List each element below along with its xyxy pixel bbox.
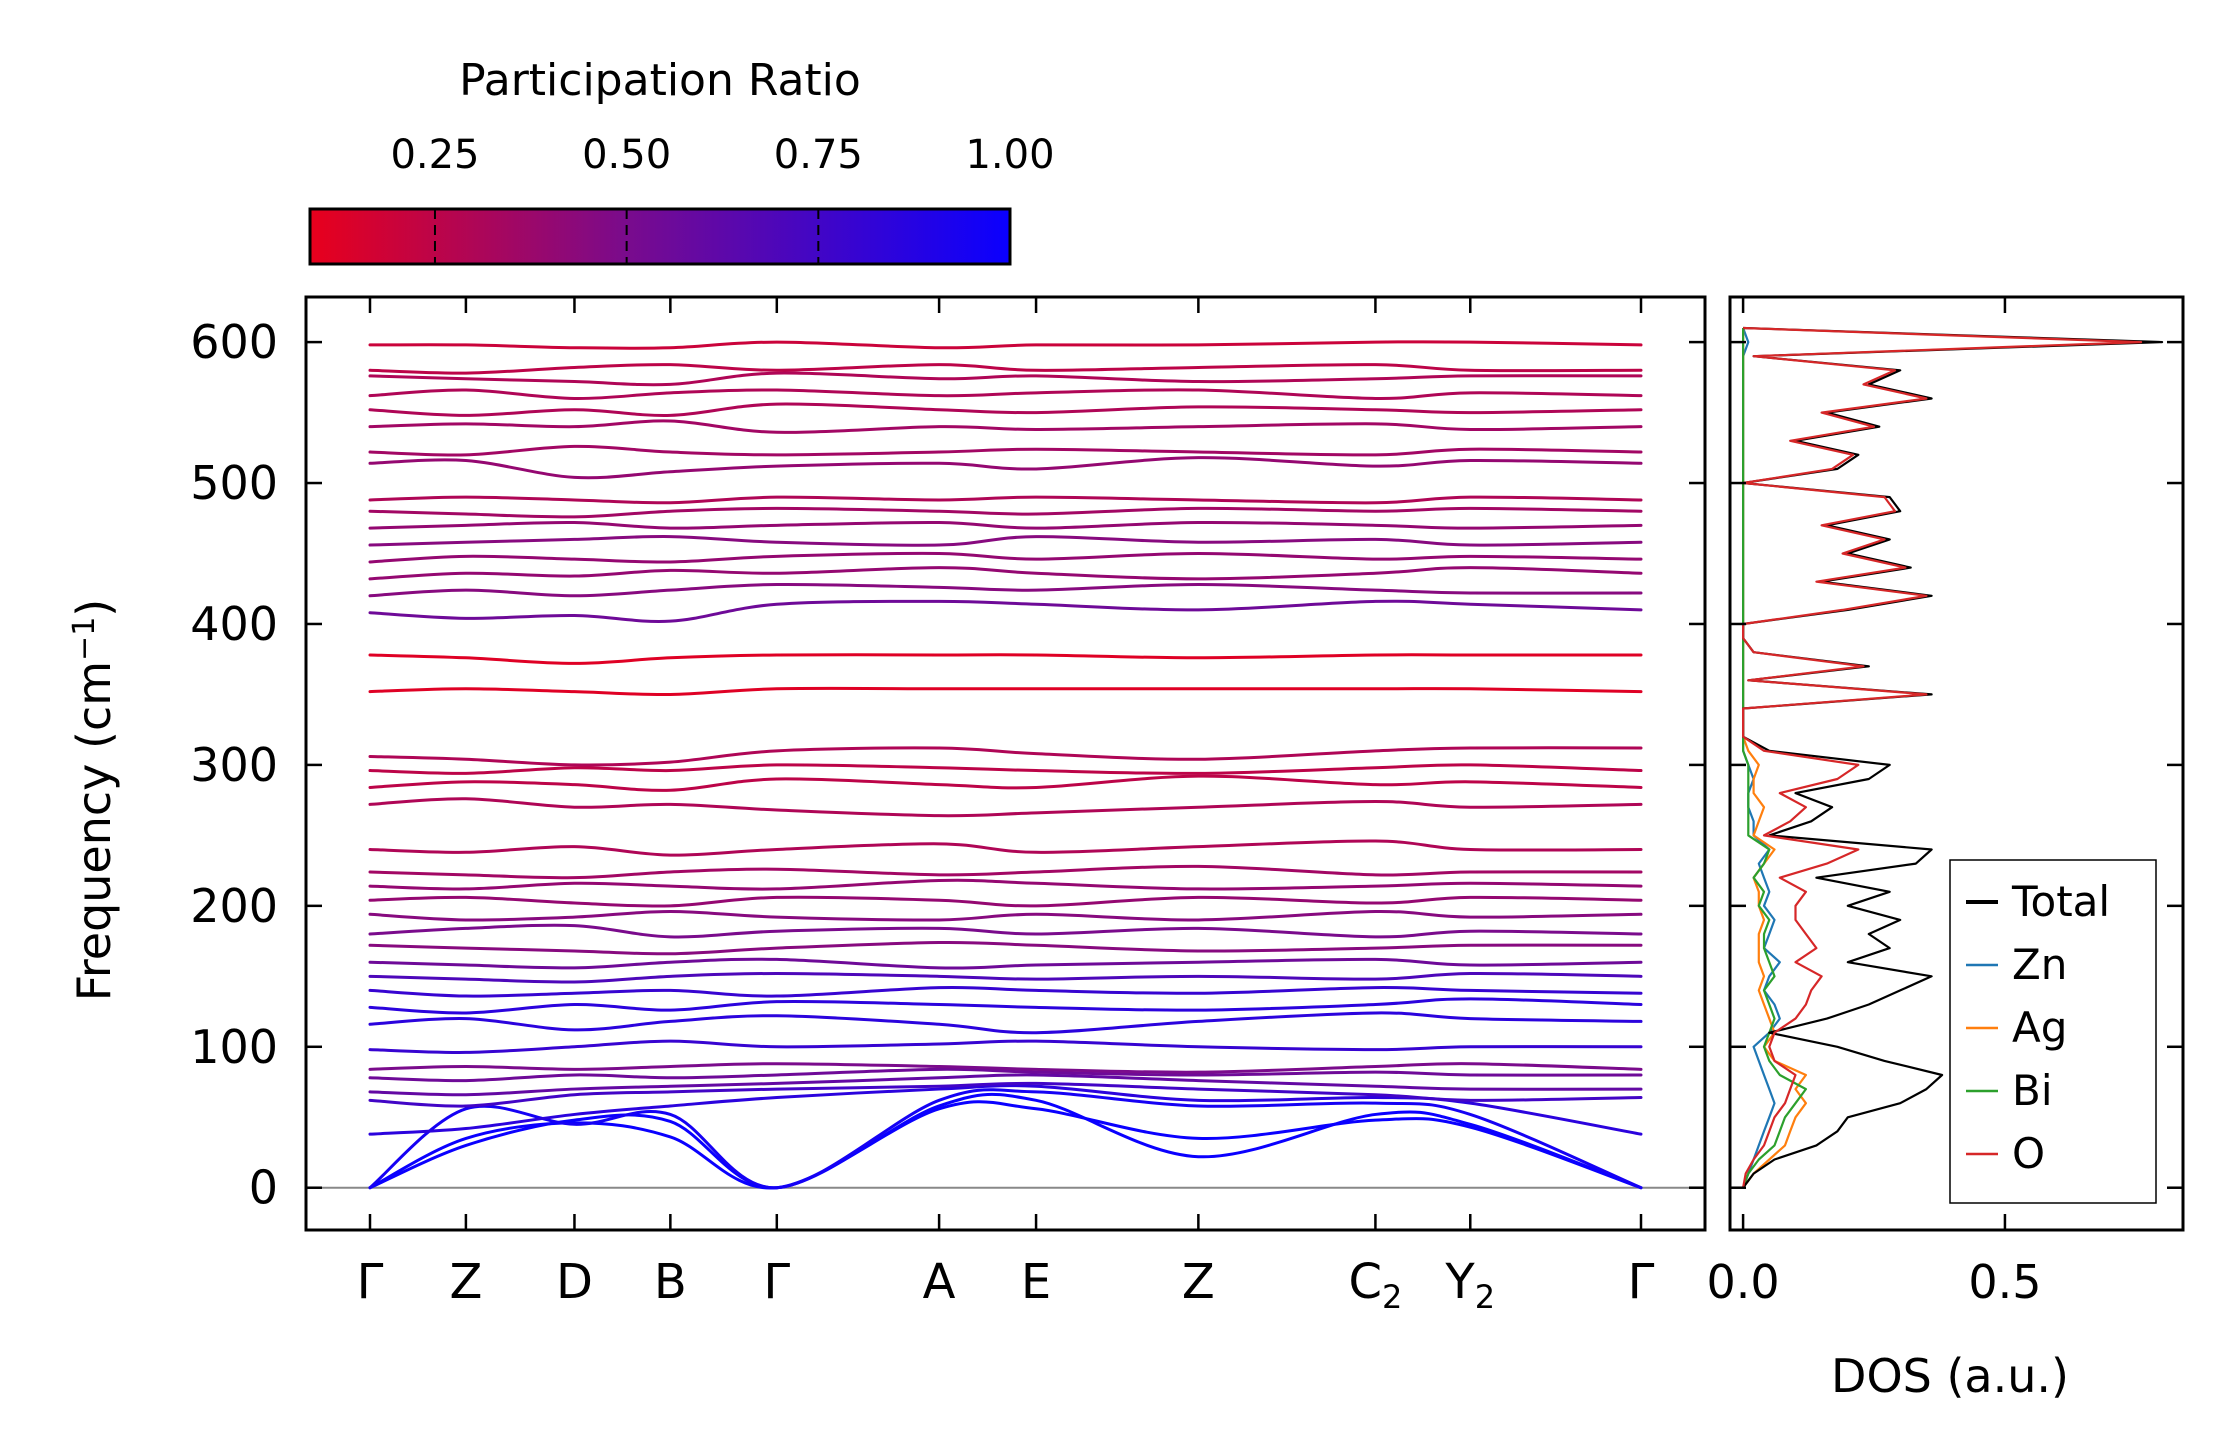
band-line <box>368 456 1643 480</box>
band-line <box>368 923 1643 939</box>
band-y-axis: 0 100 200 300 400 500 600 <box>190 315 1705 1215</box>
band-line <box>368 878 1643 891</box>
band-line <box>368 864 1643 880</box>
dos-x-axis-label: DOS (a.u.) <box>1831 1349 2069 1403</box>
band-line <box>368 940 1643 956</box>
dos-lines <box>1742 326 2164 1189</box>
k-point-label: Z <box>449 1254 482 1310</box>
colorbar-label: Participation Ratio <box>459 55 861 106</box>
band-line <box>368 909 1643 922</box>
k-point-label: B <box>654 1254 687 1310</box>
band-line <box>368 566 1643 581</box>
legend-entry: O <box>2012 1129 2045 1178</box>
colorbar-ticks: 0.25 0.50 0.75 1.00 <box>390 132 1055 264</box>
band-line <box>368 551 1643 564</box>
k-point-label: Y2 <box>1444 1254 1495 1316</box>
band-line <box>368 340 1643 350</box>
band-line <box>368 746 1643 767</box>
band-line <box>368 371 1643 387</box>
y-tick-label: 300 <box>190 738 278 792</box>
y-axis-label-text: Frequency (cm <box>67 661 121 1001</box>
legend-entry: Ag <box>2012 1003 2067 1052</box>
y-tick-label: 100 <box>190 1020 278 1074</box>
dos-plot-frame <box>1728 295 2185 1232</box>
y-axis-label-end: ) <box>67 599 121 617</box>
band-line <box>368 957 1643 970</box>
k-point-label: Γ <box>1628 1254 1655 1310</box>
band-line <box>368 388 1643 400</box>
band-line <box>368 419 1643 434</box>
k-point-label: D <box>556 1254 593 1310</box>
colorbar-tick-label: 1.00 <box>965 132 1054 178</box>
y-axis-label: Frequency (cm−1) <box>67 599 121 1002</box>
k-point-label: C2 <box>1348 1254 1402 1316</box>
legend-entry: Zn <box>2012 940 2067 989</box>
k-point-label: Γ <box>357 1254 384 1310</box>
k-point-label: Z <box>1182 1254 1215 1310</box>
colorbar-gradient <box>308 207 1012 266</box>
band-structure-panel: 0 100 200 300 400 500 600 Γ Z D B Γ A E Z C2 Y2 Γ Freque… <box>67 295 1707 1316</box>
band-line <box>368 495 1643 505</box>
band-line <box>368 1073 1643 1097</box>
band-line <box>368 997 1643 1015</box>
legend-entry: Bi <box>2012 1066 2052 1115</box>
band-line <box>368 1067 1643 1083</box>
band-line <box>368 535 1643 547</box>
dos-axes: 0.0 0.5 <box>1707 297 2183 1309</box>
dos-panel: 0.0 0.5 DOS (a.u.) Total Zn Ag Bi O <box>1707 295 2185 1403</box>
dos-x-tick-label: 0.5 <box>1968 1255 2041 1309</box>
y-tick-label: 400 <box>190 597 278 651</box>
y-tick-label: 0 <box>249 1161 278 1215</box>
band-line <box>368 506 1643 519</box>
band-lines <box>368 340 1643 1190</box>
band-line <box>368 971 1643 984</box>
y-tick-label: 600 <box>190 315 278 369</box>
band-line <box>368 1062 1643 1074</box>
band-line <box>368 985 1643 998</box>
band-line <box>368 653 1643 665</box>
k-point-label: E <box>1021 1254 1051 1310</box>
band-line <box>368 363 1643 375</box>
band-line <box>368 1081 1643 1108</box>
band-line <box>368 520 1643 530</box>
colorbar-tick-label: 0.50 <box>582 132 671 178</box>
legend-frame <box>1949 859 2157 1204</box>
k-point-label: Γ <box>763 1254 790 1310</box>
band-x-axis: Γ Z D B Γ A E Z C2 Y2 Γ <box>357 297 1655 1316</box>
k-point-label: A <box>923 1254 956 1310</box>
y-tick-label: 500 <box>190 456 278 510</box>
band-line <box>368 1039 1643 1054</box>
dos-line-bi <box>1742 328 1807 1189</box>
band-line <box>368 763 1643 775</box>
colorbar: Participation Ratio 0.25 0.50 0.75 1.00 <box>308 55 1055 266</box>
y-tick-label: 200 <box>190 879 278 933</box>
legend: Total Zn Ag Bi O <box>1949 859 2157 1204</box>
band-line <box>368 444 1643 457</box>
band-line <box>368 1011 1643 1035</box>
colorbar-tick-label: 0.75 <box>774 132 863 178</box>
band-line <box>368 774 1643 792</box>
band-line <box>368 1088 1643 1190</box>
band-line <box>368 582 1643 598</box>
band-line <box>368 895 1643 908</box>
dos-x-tick-label: 0.0 <box>1707 1255 1780 1309</box>
band-plot-frame <box>304 295 1707 1232</box>
dos-line-o <box>1742 326 2143 1188</box>
y-axis-label-superscript: −1 <box>67 617 102 661</box>
legend-entry: Total <box>2011 877 2110 926</box>
band-line <box>368 599 1643 623</box>
band-line <box>368 402 1643 417</box>
band-line <box>368 686 1643 697</box>
band-line <box>368 797 1643 818</box>
colorbar-tick-label: 0.25 <box>390 132 479 178</box>
band-line <box>368 839 1643 857</box>
